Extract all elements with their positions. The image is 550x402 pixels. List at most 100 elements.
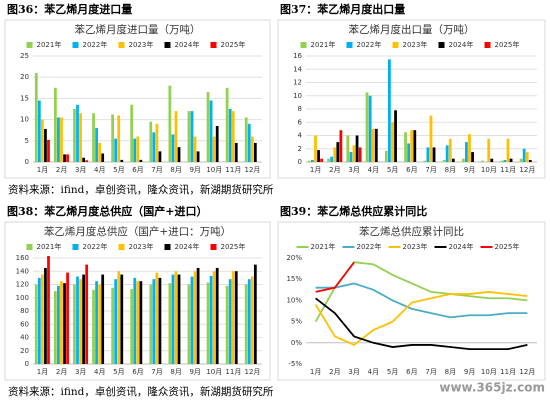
bar	[209, 275, 213, 364]
bar	[487, 138, 491, 162]
watermark: www.365jz.com	[439, 381, 545, 395]
bar	[187, 111, 191, 162]
bar	[228, 279, 232, 364]
bar	[330, 156, 334, 162]
x-tick-label: 11月	[500, 166, 516, 174]
y-tick-label: 0%	[291, 339, 302, 347]
bar	[206, 282, 210, 364]
bar	[206, 92, 210, 162]
y-tick-label: 16	[293, 52, 302, 60]
legend-symbol	[164, 42, 171, 48]
y-tick-label: 8	[298, 105, 302, 113]
bar	[158, 277, 162, 364]
bar	[41, 274, 44, 364]
bar	[468, 134, 471, 162]
x-tick-label: 10月	[481, 166, 497, 174]
source: 资料来源：ifind，卓创资讯，隆众资讯，新湖期货研究所	[8, 183, 274, 196]
bar	[95, 128, 98, 162]
y-tick-label: 20	[20, 73, 29, 81]
bar	[407, 143, 411, 162]
bar	[152, 132, 156, 162]
chart-title: 苯乙烯月度出口量（万吨）	[349, 23, 475, 36]
y-tick-label: 0	[298, 158, 302, 166]
legend-symbol	[210, 244, 217, 250]
bar	[471, 152, 474, 162]
line	[315, 297, 528, 351]
x-tick-label: 9月	[464, 368, 475, 376]
bar	[451, 158, 455, 162]
x-tick-label: 3月	[348, 368, 359, 376]
bar	[461, 158, 465, 162]
x-tick-label: 2月	[56, 368, 67, 376]
bar	[171, 134, 175, 162]
bar	[158, 151, 162, 162]
bar	[339, 130, 343, 162]
x-tick-label: 12月	[244, 166, 260, 174]
bar	[130, 104, 134, 162]
x-tick-label: 4月	[94, 166, 105, 174]
bar	[423, 160, 427, 162]
legend-label: 2021年	[311, 40, 336, 49]
x-tick-label: 5月	[113, 368, 124, 376]
figure-caption: 图36：苯乙烯月度进口量	[7, 2, 132, 16]
x-tick-label: 10月	[206, 368, 222, 376]
x-tick-label: 12月	[519, 368, 535, 376]
bar	[177, 147, 181, 162]
legend-label: 2023年	[403, 40, 428, 49]
bar	[66, 154, 69, 162]
x-tick-label: 1月	[37, 368, 48, 376]
bar	[193, 271, 197, 364]
y-tick-label: 15	[20, 94, 29, 102]
bar	[117, 115, 121, 162]
legend-label: 2021年	[37, 40, 62, 49]
x-tick-label: 8月	[445, 368, 456, 376]
y-tick-label: 100	[16, 294, 29, 302]
bar	[101, 274, 105, 364]
legend-label: 2024年	[449, 40, 474, 49]
bar	[41, 119, 44, 162]
bar	[171, 274, 175, 364]
x-tick-label: 7月	[151, 166, 162, 174]
x-tick-label: 5月	[387, 368, 398, 376]
bar	[410, 130, 414, 162]
bar	[212, 136, 216, 162]
x-tick-label: 12月	[519, 166, 535, 174]
bar	[177, 274, 181, 364]
bar	[307, 160, 311, 162]
legend-symbol	[210, 42, 217, 48]
bar	[253, 264, 257, 364]
bar	[149, 121, 153, 162]
x-tick-label: 8月	[170, 166, 181, 174]
bar	[336, 142, 340, 162]
bar	[47, 139, 50, 162]
figure-caption: 图37：苯乙烯月度出口量	[280, 2, 405, 16]
bar	[481, 160, 484, 162]
bar	[445, 145, 449, 162]
source: 资料来源：ifind，卓创资讯，隆众资讯，新湖期货研究所	[8, 385, 274, 398]
bar	[34, 72, 38, 162]
legend-label: 2022年	[357, 242, 382, 251]
bar	[432, 147, 436, 162]
y-tick-label: 60	[20, 320, 29, 328]
bar	[215, 267, 219, 364]
bar	[114, 138, 118, 162]
x-tick-label: 5月	[113, 166, 124, 174]
bar	[63, 283, 66, 364]
y-tick-label: 0	[25, 158, 29, 166]
chart-title: 苯乙烯月度进口量（万吨）	[75, 23, 201, 36]
bar	[47, 256, 50, 364]
x-tick-label: 3月	[75, 166, 86, 174]
bar	[490, 158, 494, 162]
bar	[196, 267, 200, 364]
bar	[247, 279, 251, 364]
x-tick-label: 7月	[151, 368, 162, 376]
bar	[44, 267, 47, 364]
legend-symbol	[118, 244, 125, 250]
x-tick-label: 2月	[329, 368, 340, 376]
y-tick-label: 15%	[286, 275, 302, 283]
legend-label: 2024年	[175, 40, 200, 49]
x-tick-label: 2月	[329, 166, 340, 174]
bar	[250, 136, 254, 162]
bar	[413, 130, 417, 162]
bar	[130, 289, 134, 364]
